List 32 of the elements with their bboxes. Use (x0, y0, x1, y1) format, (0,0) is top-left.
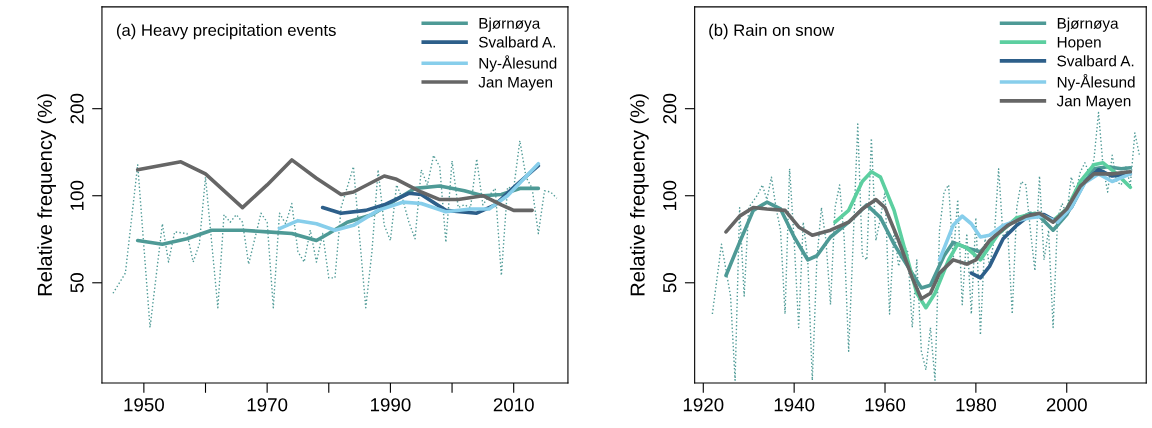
y-tick-label: 100 (70, 180, 84, 210)
x-tick-label: 1920 (683, 398, 724, 412)
y-tick-label: 50 (70, 273, 84, 293)
line-series (135, 158, 534, 213)
y-tick-label: 200 (663, 93, 677, 124)
legend-label: Ny-Ålesund (1057, 74, 1135, 91)
legend-label: Bjørnøya (479, 17, 541, 32)
y-tick-label: 100 (663, 180, 677, 210)
x-tick-label: 1980 (956, 398, 996, 412)
line-series (277, 161, 541, 233)
legend-label: Svalbard A. (478, 36, 556, 48)
x-tick-label: 1990 (370, 398, 411, 412)
y-tick-label: 50 (663, 273, 677, 293)
y-axis-title: Relative frequency (%) (629, 94, 649, 296)
legend-label: Hopen (1057, 36, 1101, 51)
legend-label: Svalbard A. (1057, 55, 1134, 67)
legend-label: Ny-Ålesund (479, 55, 557, 72)
legend-label: Jan Mayen (478, 76, 553, 91)
line-series (112, 140, 558, 329)
legend-label: Bjørnøya (1057, 17, 1119, 32)
x-tick-label: 2000 (1046, 398, 1087, 412)
x-tick-label: 2010 (493, 398, 534, 412)
legend-label: Jan Mayen (1056, 95, 1131, 110)
text: (a) Heavy precipitation events (116, 23, 336, 40)
x-tick-label: 1940 (774, 398, 815, 412)
text: (b) Rain on snow (709, 23, 835, 40)
y-axis-title: Relative frequency (%) (37, 94, 56, 296)
x-tick-label: 1970 (247, 398, 288, 412)
x-tick-label: 1950 (124, 398, 164, 412)
x-tick-label: 1960 (865, 398, 906, 412)
y-tick-label: 200 (70, 93, 84, 124)
line-series (711, 111, 1141, 381)
